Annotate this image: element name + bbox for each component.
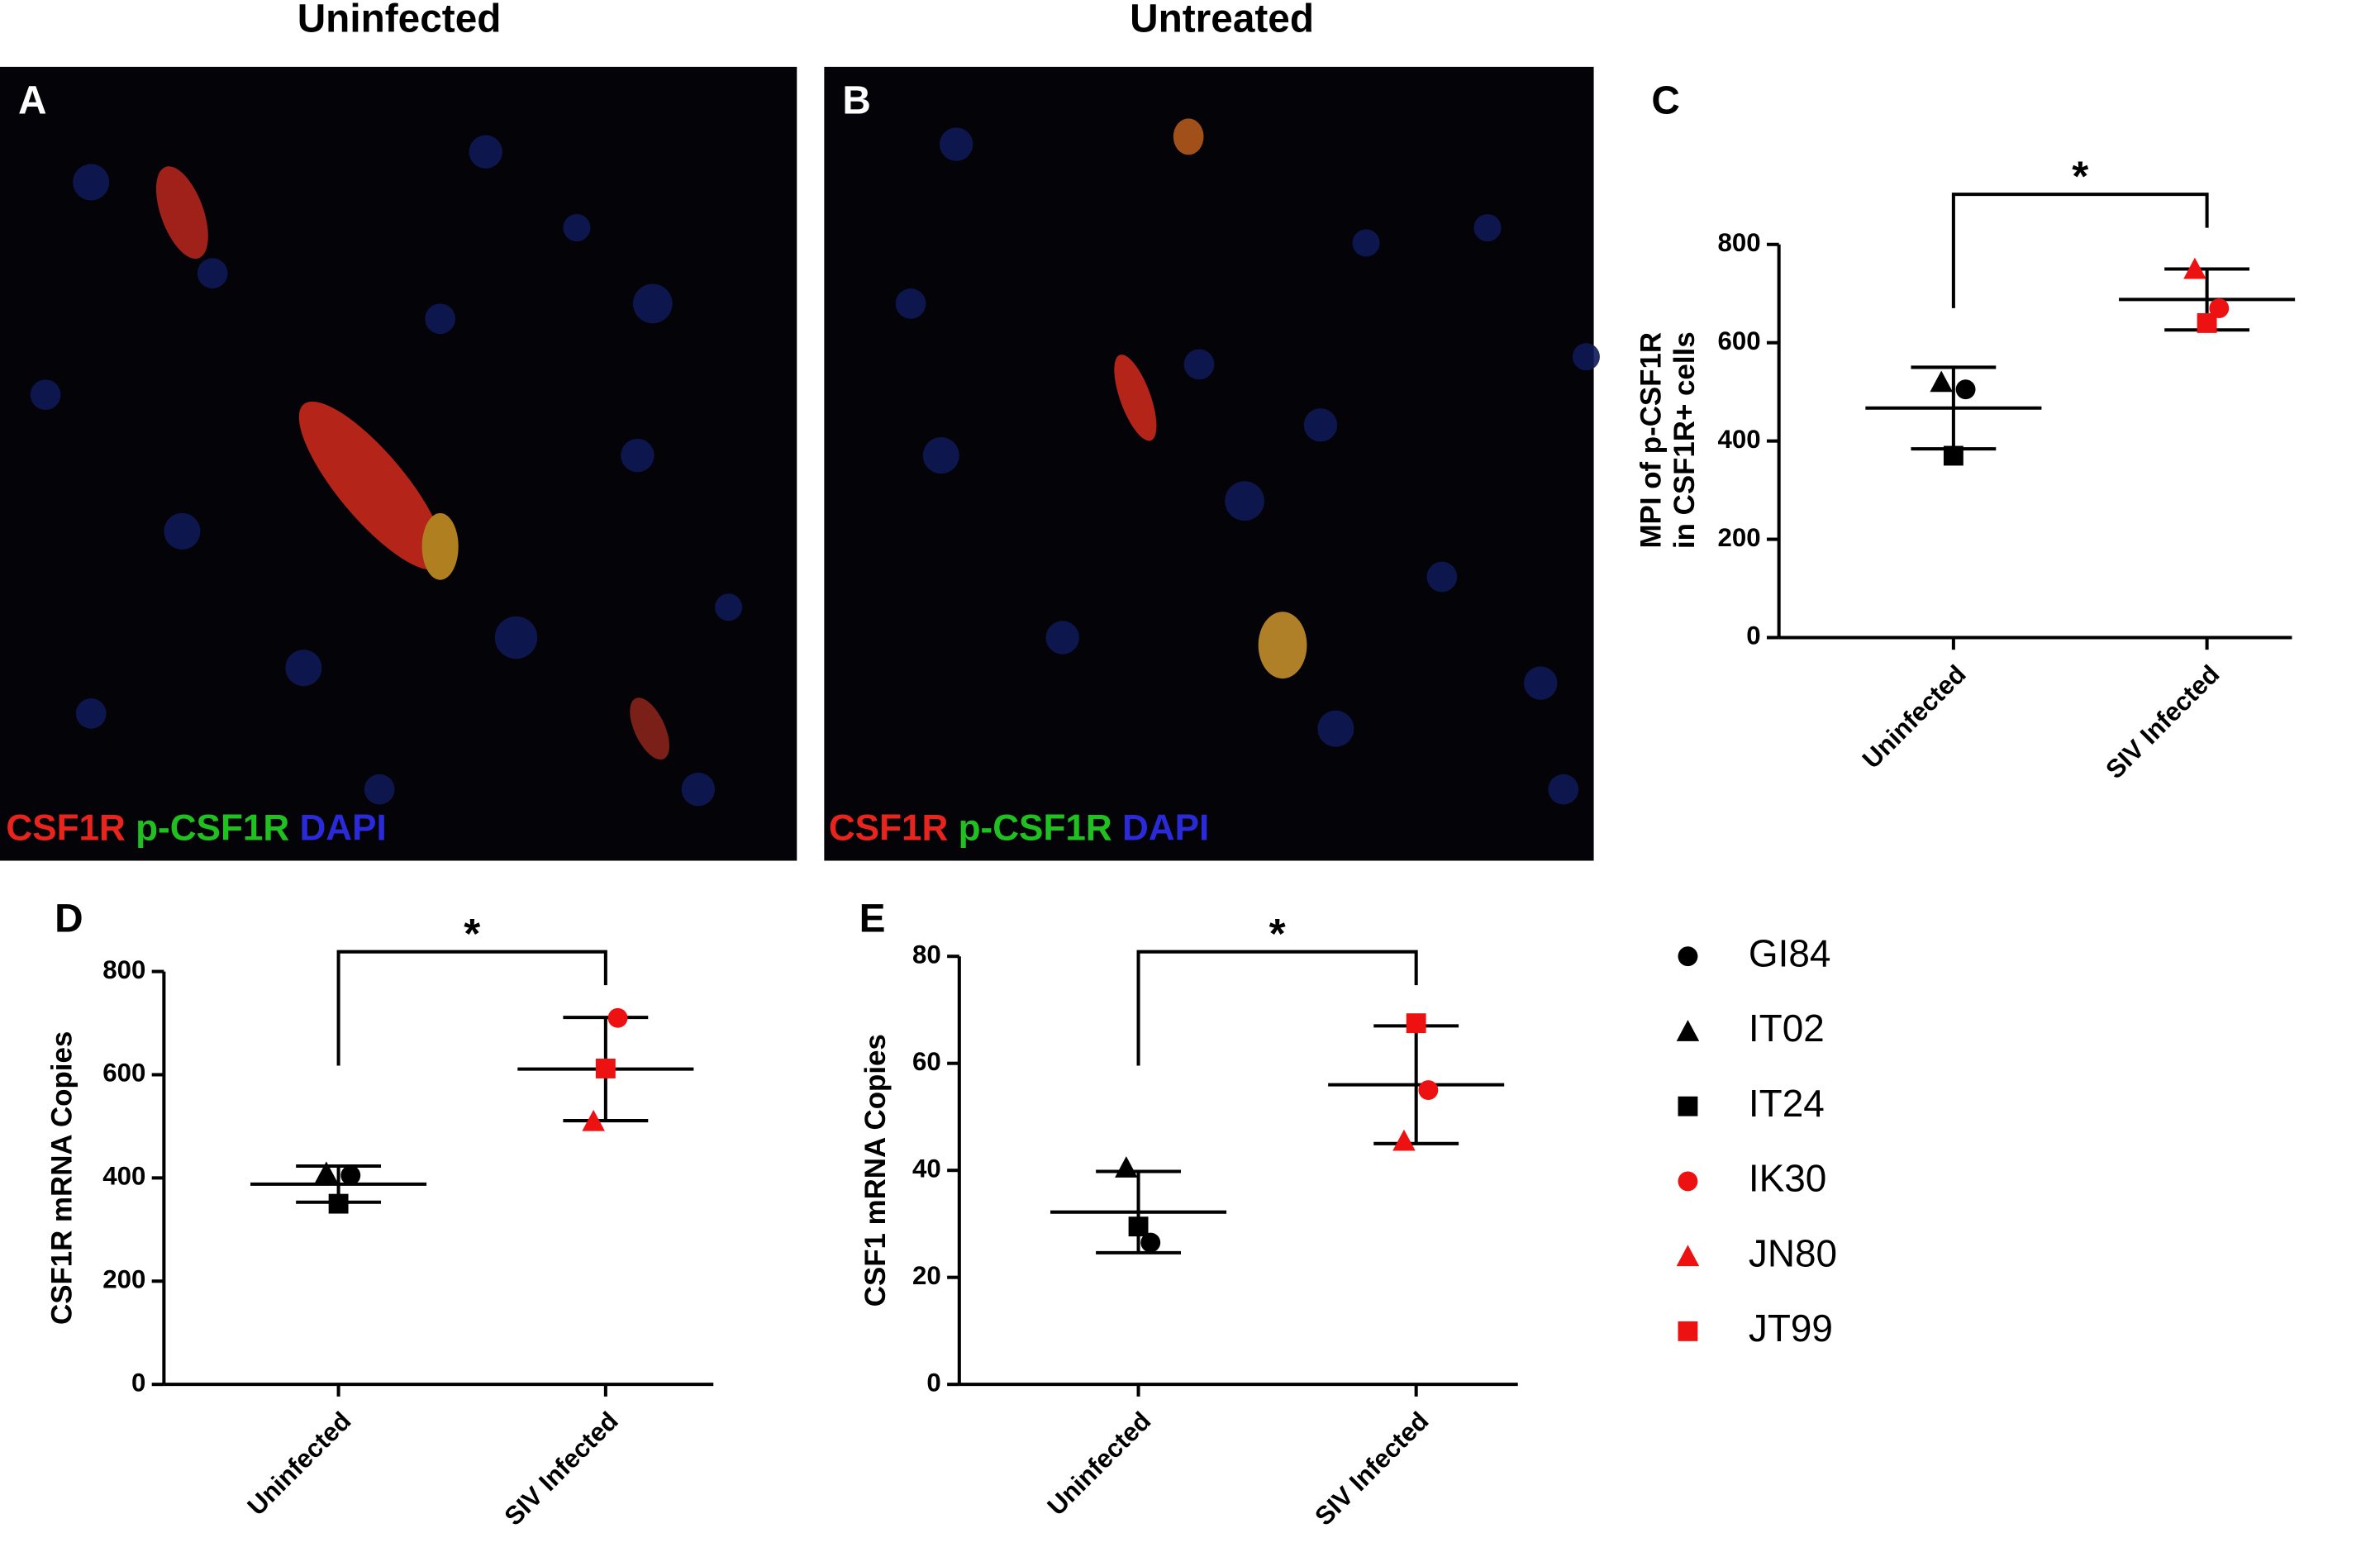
data-point [328,1193,349,1214]
y-tick-label: 400 [102,1162,145,1191]
data-point [315,1161,338,1183]
y-tick-label: 0 [131,1368,145,1397]
data-point [1140,1232,1161,1253]
x-tick-label: Uninfected [242,1407,357,1521]
x-tick-label: Uninfected [1042,1407,1157,1521]
y-axis-label: CSF1 mRNA Copies [859,1034,892,1307]
image-title: Uninfected [298,0,502,40]
y-tick-label: 600 [1718,326,1761,355]
stain: DAPI [299,807,386,848]
data-point [1955,379,1976,400]
data-point [1115,1156,1138,1178]
significance-bracket [336,950,607,1066]
legend-marker [1678,946,1698,967]
legend-marker [1678,1171,1698,1192]
legend-marker [1676,1245,1700,1267]
legend-label: IK30 [1749,1157,1826,1200]
micrograph: B CSF1R p-CSF1R DAPI [824,66,1600,861]
stain-legend: CSF1R p-CSF1R DAPI [6,807,386,848]
significance-label: * [1269,909,1286,957]
y-axis-label: CSF1R mRNA Copies [45,1031,78,1325]
data-point [340,1165,361,1186]
data-point [1128,1216,1149,1237]
panel-label: A [18,79,46,123]
significance-label: * [464,909,480,957]
data-point [2197,312,2217,333]
y-tick-label: 0 [926,1368,940,1397]
legend-label: IT24 [1749,1082,1825,1125]
micrograph: A CSF1R p-CSF1R DAPI [0,66,797,861]
y-axis-label: in CSF1R+ cells [1668,331,1701,549]
stain: DAPI [1122,807,1209,848]
legend-marker [1678,1096,1698,1116]
data-point [1930,370,1953,393]
legend-marker [1678,1321,1698,1341]
significance-bracket [1951,193,2209,308]
y-tick-label: 80 [912,940,941,969]
y-tick-label: 40 [912,1154,941,1183]
y-tick-label: 800 [1718,228,1761,257]
y-tick-label: 200 [1718,523,1761,552]
significance-bracket [1136,950,1418,1066]
legend-label: JN80 [1749,1231,1837,1274]
data-point [1406,1013,1426,1034]
x-tick-label: SIV Infected [499,1407,624,1531]
panel-label: C [1651,79,1679,123]
stain-legend: CSF1R p-CSF1R DAPI [829,807,1209,848]
legend-label: JT99 [1749,1307,1833,1350]
y-tick-label: 600 [102,1059,145,1088]
stain: CSF1R [829,807,949,848]
y-tick-label: 800 [102,955,145,984]
y-tick-label: 60 [912,1047,941,1076]
x-tick-label: SIV Infected [1309,1407,1434,1531]
y-axis-label: MPI of p-CSF1R [1635,332,1667,549]
data-point [2183,257,2206,279]
x-tick-label: Uninfected [1857,659,1972,774]
data-point [1943,445,1963,466]
panel-label: E [859,897,886,941]
data-point [1392,1129,1416,1151]
stain: p-CSF1R [959,807,1112,848]
y-tick-label: 200 [102,1265,145,1294]
stain: CSF1R [6,807,126,848]
y-tick-label: 0 [1746,621,1760,650]
legend-label: IT02 [1749,1007,1825,1050]
x-tick-label: SIV Infected [2100,659,2225,784]
data-point [582,1109,605,1131]
data-point [607,1007,628,1028]
image-title: Untreated [1130,0,1314,40]
panel-label: B [842,79,870,123]
legend-marker [1676,1020,1700,1041]
legend-label: GI84 [1749,931,1831,974]
data-point [1418,1080,1439,1101]
significance-label: * [2072,151,2088,199]
stain: p-CSF1R [136,807,289,848]
data-point [595,1059,616,1078]
y-tick-label: 20 [912,1261,941,1290]
y-tick-label: 400 [1718,425,1761,454]
panel-label: D [55,897,83,941]
